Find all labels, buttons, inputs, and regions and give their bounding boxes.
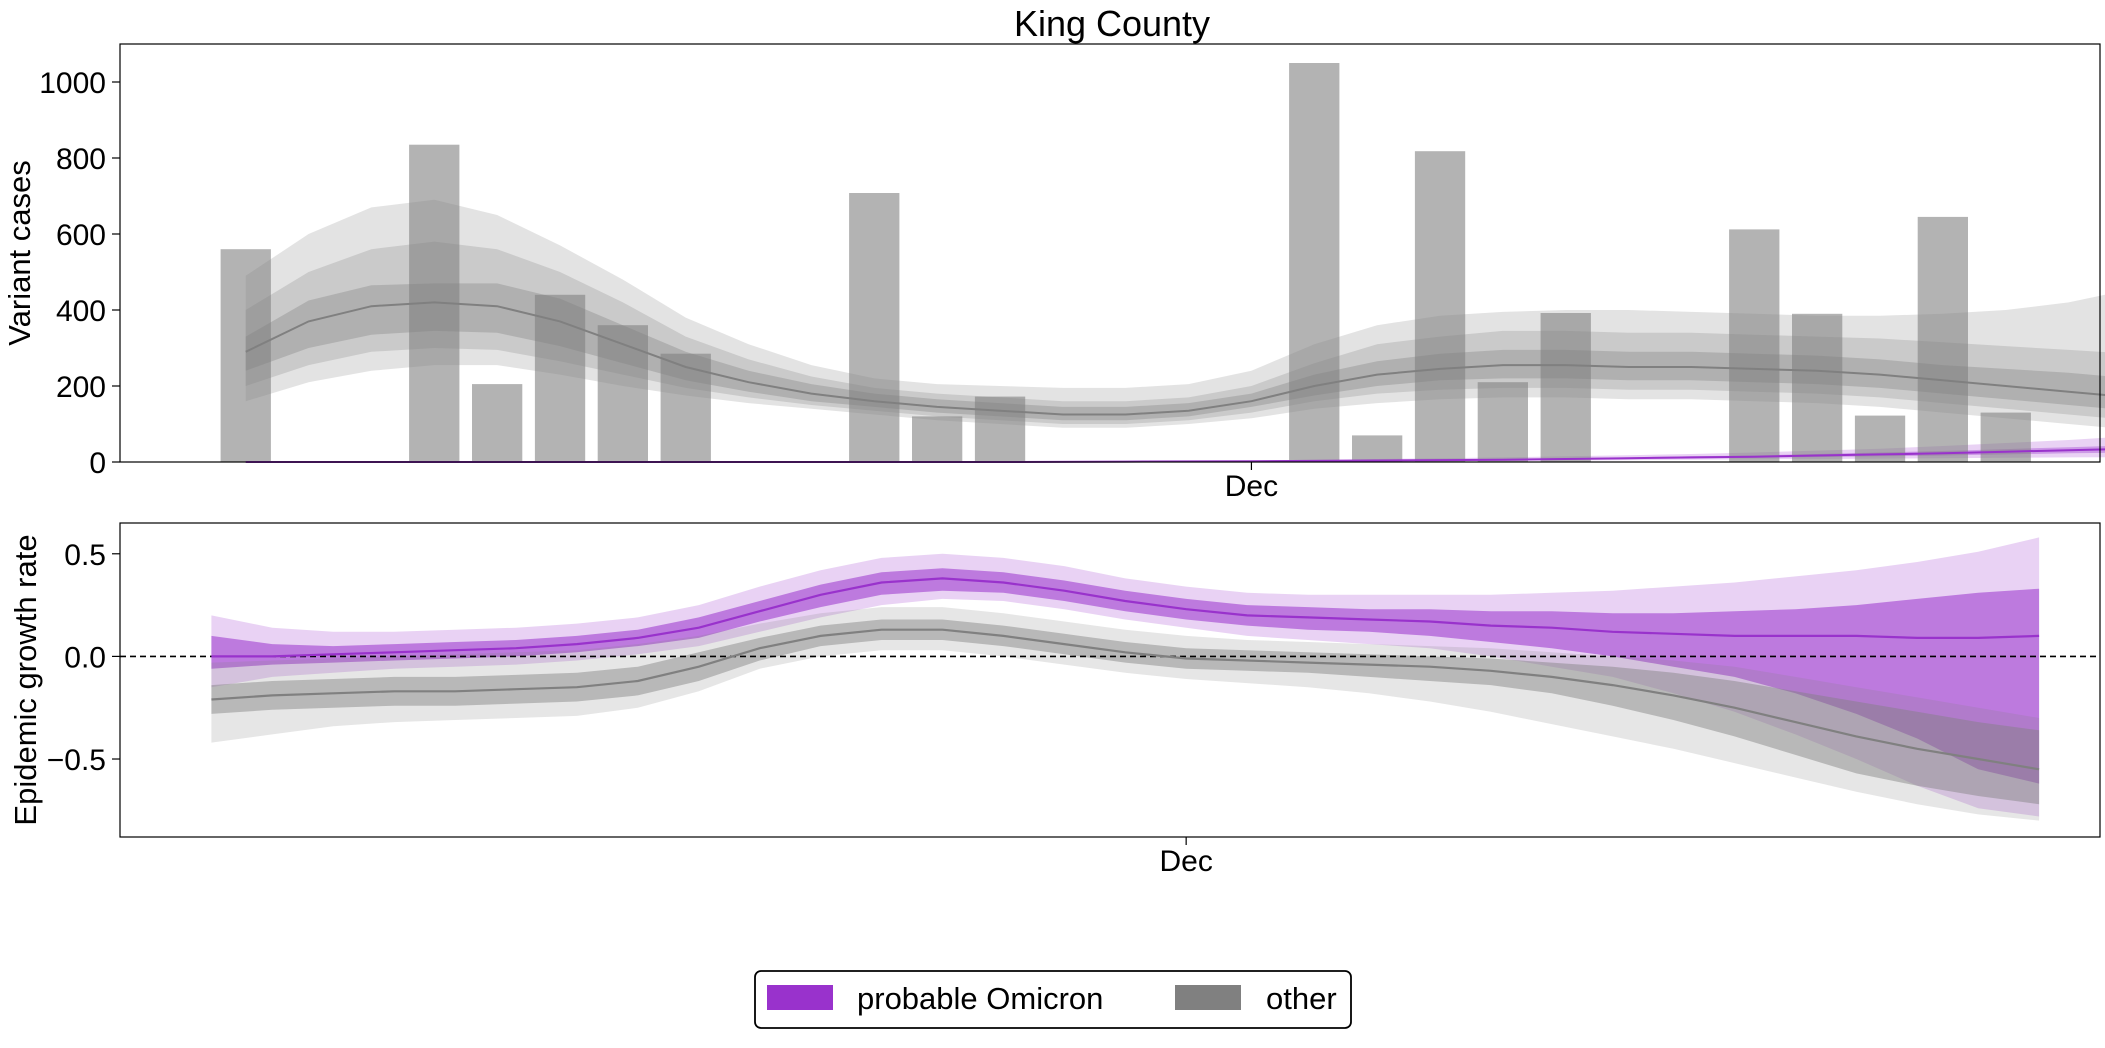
- legend-swatch-other: [1175, 985, 1241, 1010]
- cases-y-tick-label: 1000: [39, 67, 106, 100]
- growth-median-line-omicron: [211, 577, 2040, 658]
- cases-band-outer-omicron: [245, 437, 2105, 462]
- cases-bar: [660, 353, 711, 462]
- legend-label-omicron: probable Omicron: [857, 981, 1103, 1016]
- cases-bar: [220, 249, 271, 462]
- cases-bar: [472, 384, 523, 462]
- cases-y-tick-label: 0: [89, 447, 106, 480]
- growth-panel: 0.5 0.0 −0.5 Dec Epidemic growth rate: [8, 522, 2101, 878]
- cases-y-tick-label: 600: [56, 219, 106, 252]
- growth-y-axis-label: Epidemic growth rate: [8, 534, 43, 825]
- cases-bar: [1729, 229, 1780, 462]
- cases-bar: [912, 416, 963, 462]
- growth-band-inner-omicron: [211, 568, 2040, 784]
- cases-bar: [1917, 216, 1968, 462]
- growth-y-tick-label: 0.5: [64, 539, 106, 572]
- legend: probable Omicron other: [754, 970, 1352, 1029]
- growth-y-tick-label: 0.0: [64, 641, 106, 674]
- growth-bands: [211, 537, 2040, 821]
- cases-y-tick-label: 400: [56, 295, 106, 328]
- cases-x-ticks: Dec: [1225, 462, 1278, 503]
- growth-median-line-other: [211, 628, 2040, 771]
- cases-x-tick-label: Dec: [1225, 470, 1278, 503]
- cases-bar: [597, 325, 648, 462]
- growth-x-ticks: Dec: [1159, 837, 1213, 878]
- cases-bar: [1414, 151, 1466, 462]
- growth-band-outer-other: [211, 607, 2040, 821]
- cases-bar: [849, 193, 900, 462]
- cases-y-axis-label: Variant cases: [2, 160, 37, 346]
- legend-swatch-omicron: [767, 985, 833, 1010]
- chart-title: King County: [1014, 3, 1210, 44]
- growth-plot-frame: [119, 522, 2101, 838]
- cases-bar: [1792, 313, 1843, 462]
- cases-median-line-other: [245, 301, 2105, 416]
- cases-plot-frame: [119, 43, 2101, 463]
- growth-band-inner-other: [211, 619, 2040, 805]
- cases-bar: [974, 396, 1026, 462]
- legend-label-other: other: [1266, 981, 1337, 1016]
- cases-y-ticks: 0 200 400 600 800 1000: [39, 67, 120, 480]
- cases-bar: [1352, 435, 1403, 462]
- growth-x-tick-label: Dec: [1159, 845, 1212, 878]
- growth-y-ticks: 0.5 0.0 −0.5: [47, 539, 120, 777]
- cases-y-tick-label: 800: [56, 143, 106, 176]
- cases-bar: [534, 294, 586, 462]
- growth-lines: [211, 577, 2040, 771]
- cases-bar: [1289, 63, 1340, 462]
- growth-y-tick-label: −0.5: [47, 744, 106, 777]
- cases-y-tick-label: 200: [56, 371, 106, 404]
- cases-bar: [1980, 412, 2031, 462]
- cases-bar: [1477, 382, 1528, 462]
- cases-panel: King County 0 200 400 600 800 1000 Dec Varian…: [2, 3, 2105, 503]
- cases-bar: [1540, 313, 1591, 462]
- growth-band-outer-omicron: [211, 537, 2040, 817]
- cases-bars: [220, 63, 2031, 462]
